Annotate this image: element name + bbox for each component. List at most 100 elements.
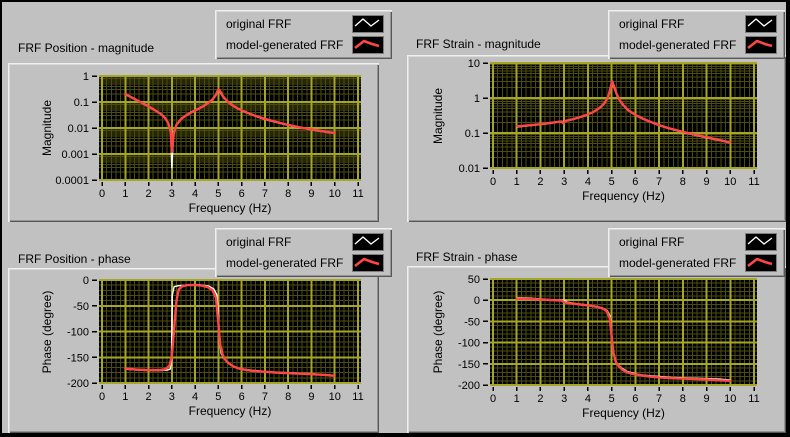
svg-text:11: 11 — [748, 176, 759, 188]
svg-text:-150: -150 — [458, 359, 480, 371]
y-axis-label: Magnitude — [40, 99, 54, 157]
svg-text:3: 3 — [561, 393, 567, 405]
svg-text:10: 10 — [329, 391, 341, 403]
svg-text:0.01: 0.01 — [459, 163, 480, 175]
svg-text:9: 9 — [703, 393, 709, 405]
svg-text:6: 6 — [632, 393, 638, 405]
x-axis-label: Frequency (Hz) — [582, 406, 665, 420]
svg-text:7: 7 — [656, 176, 662, 188]
svg-text:0.0001: 0.0001 — [55, 175, 89, 187]
svg-text:11: 11 — [748, 393, 759, 405]
svg-text:4: 4 — [585, 176, 591, 188]
svg-text:50: 50 — [468, 274, 480, 286]
legend-row-model: model-generated FRF — [226, 35, 384, 55]
svg-text:-200: -200 — [67, 378, 89, 390]
original-frf-line-icon[interactable] — [745, 233, 777, 251]
svg-text:9: 9 — [308, 391, 314, 403]
svg-text:9: 9 — [703, 176, 709, 188]
svg-text:-200: -200 — [458, 380, 480, 392]
legend-label-model: model-generated FRF — [226, 38, 344, 52]
legend-label-model: model-generated FRF — [619, 256, 737, 270]
legend-row-model: model-generated FRF — [619, 35, 777, 55]
svg-text:10: 10 — [724, 176, 736, 188]
svg-text:-100: -100 — [67, 327, 89, 339]
plot-panel-strain-phase: Phase (degree) 0 1 2 3 4 5 6 7 8 9 10 11 50 0 -50 -100 -… — [407, 266, 786, 433]
legend-row-model: model-generated FRF — [619, 253, 777, 273]
legend-row-original: original FRF — [619, 232, 777, 252]
svg-text:6: 6 — [239, 188, 245, 200]
x-axis-label: Frequency (Hz) — [188, 201, 272, 215]
model-frf-line-icon[interactable] — [745, 254, 777, 272]
legend-row-original: original FRF — [619, 14, 777, 34]
svg-text:2: 2 — [145, 391, 151, 403]
svg-text:2: 2 — [537, 393, 543, 405]
svg-text:5: 5 — [609, 393, 615, 405]
svg-text:0: 0 — [490, 393, 496, 405]
original-frf-line-icon[interactable] — [352, 15, 384, 33]
y-axis-label: Phase (degree) — [40, 290, 54, 373]
svg-text:0: 0 — [99, 391, 105, 403]
svg-text:11: 11 — [352, 188, 363, 200]
plot-legend: original FRF model-generated FRF — [608, 10, 785, 59]
graph-position-magnitude: FRF Position - magnitude Magnitude 0 1 2 3 4… — [2, 2, 786, 433]
original-frf-line-icon[interactable] — [745, 15, 777, 33]
svg-text:10: 10 — [468, 58, 480, 70]
svg-text:0.1: 0.1 — [465, 128, 480, 140]
svg-text:-150: -150 — [67, 352, 89, 364]
svg-text:0: 0 — [490, 176, 496, 188]
original-frf-line-icon[interactable] — [352, 233, 384, 251]
y-axis-label: Phase (degree) — [431, 290, 445, 374]
svg-text:5: 5 — [215, 391, 221, 403]
plot-legend: original FRF model-generated FRF — [215, 10, 392, 59]
plot-legend: original FRF model-generated FRF — [215, 228, 392, 277]
svg-text:0: 0 — [474, 295, 480, 307]
svg-text:1: 1 — [122, 188, 128, 200]
svg-text:1: 1 — [122, 391, 128, 403]
x-axis-label: Frequency (Hz) — [582, 189, 665, 203]
plot-panel-strain-magnitude: Magnitude 0 1 2 3 4 5 6 7 8 9 10 11 10 1 0.1 0.01 Frequ… — [407, 55, 786, 222]
svg-text:5: 5 — [609, 176, 615, 188]
plot-area-strain-phase: 0 1 2 3 4 5 6 7 8 9 10 11 50 0 -50 -100 -150 -200 — [458, 274, 760, 405]
svg-text:4: 4 — [192, 391, 198, 403]
svg-text:11: 11 — [352, 391, 363, 403]
svg-text:-50: -50 — [73, 301, 89, 313]
svg-text:0: 0 — [83, 275, 89, 287]
svg-text:7: 7 — [656, 393, 662, 405]
svg-text:1: 1 — [83, 71, 89, 83]
svg-text:0.01: 0.01 — [68, 123, 89, 135]
legend-row-original: original FRF — [226, 14, 384, 34]
legend-label-original: original FRF — [226, 235, 292, 249]
chart-title-strain-phase: FRF Strain - phase — [416, 250, 518, 264]
model-frf-line-icon[interactable] — [352, 254, 384, 272]
svg-text:2: 2 — [537, 176, 543, 188]
svg-text:10: 10 — [724, 393, 736, 405]
plot-panel-position-magnitude: Magnitude 0 1 2 3 4 5 6 7 8 9 10 11 1 0.1 0.01 0.001 0.0… — [8, 63, 379, 222]
plot-panel-position-phase: Phase (degree) 0 1 2 3 4 5 6 7 8 9 10 11 0 -50 -100 -15… — [8, 268, 379, 433]
svg-text:9: 9 — [308, 188, 314, 200]
svg-text:0.001: 0.001 — [61, 149, 89, 161]
svg-text:4: 4 — [192, 188, 198, 200]
svg-text:1: 1 — [474, 93, 480, 105]
svg-text:6: 6 — [239, 391, 245, 403]
svg-text:7: 7 — [262, 188, 268, 200]
legend-label-original: original FRF — [619, 235, 685, 249]
svg-text:-100: -100 — [458, 338, 480, 350]
svg-text:4: 4 — [585, 393, 591, 405]
chart-title-position-phase: FRF Position - phase — [18, 252, 131, 266]
model-frf-line-icon[interactable] — [745, 36, 777, 54]
svg-text:5: 5 — [215, 188, 221, 200]
legend-label-model: model-generated FRF — [619, 38, 737, 52]
svg-text:2: 2 — [145, 188, 151, 200]
model-frf-line-icon[interactable] — [352, 36, 384, 54]
svg-text:3: 3 — [169, 391, 175, 403]
svg-text:3: 3 — [169, 188, 175, 200]
legend-row-original: original FRF — [226, 232, 384, 252]
svg-text:10: 10 — [329, 188, 341, 200]
graph-strain-magnitude: FRF Strain - magnitude Magnitude 0 1 2 3 4 5 6… — [2, 2, 786, 433]
chart-title-position-magnitude: FRF Position - magnitude — [18, 41, 155, 55]
svg-text:8: 8 — [680, 176, 686, 188]
svg-text:8: 8 — [285, 391, 291, 403]
graph-strain-phase: FRF Strain - phase Phase (degree) 0 1 2 3 4 5… — [2, 2, 786, 433]
